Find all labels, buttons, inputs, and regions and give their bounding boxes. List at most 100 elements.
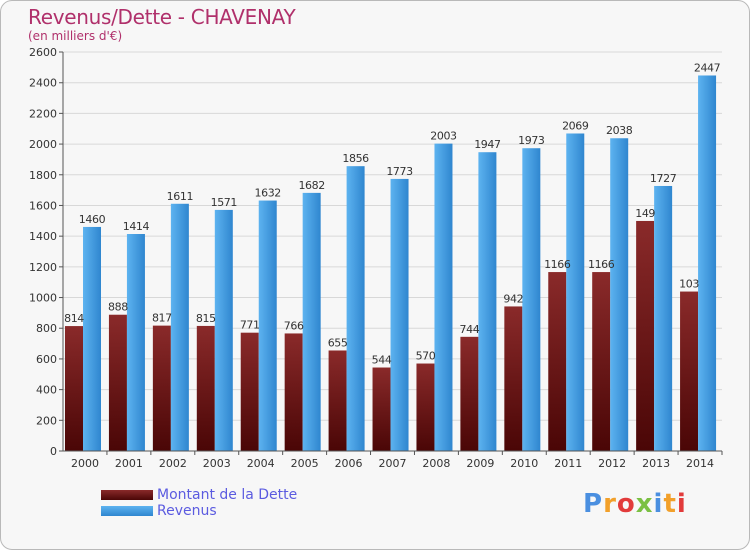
- x-tick-label: 2006: [335, 457, 363, 470]
- data-label-debt: 815: [196, 312, 216, 325]
- bar-revenus: [214, 209, 233, 451]
- data-label-revenus: 2038: [606, 124, 633, 137]
- bar-revenus: [302, 192, 321, 451]
- bar-debt: [328, 350, 347, 451]
- bar-revenus: [258, 200, 277, 451]
- x-tick-label: 2001: [115, 457, 143, 470]
- y-tick-label: 400: [36, 384, 57, 397]
- legend: Montant de la Dette Revenus: [101, 487, 297, 519]
- bar-revenus: [126, 234, 145, 451]
- x-tick-label: 2007: [379, 457, 407, 470]
- data-label-debt: 771: [240, 319, 260, 332]
- x-tick-label: 2009: [466, 457, 494, 470]
- data-label-revenus: 1947: [474, 138, 501, 151]
- bar-debt: [504, 306, 523, 451]
- bar-debt: [108, 314, 127, 451]
- y-tick-label: 600: [36, 353, 57, 366]
- bar-revenus: [390, 178, 409, 451]
- data-label-debt: 544: [372, 354, 392, 367]
- bar-debt: [680, 291, 699, 451]
- legend-swatch-debt: [101, 490, 153, 500]
- y-tick-label: 1200: [29, 261, 57, 274]
- legend-item-revenus: Revenus: [101, 503, 297, 519]
- data-label-revenus: 1727: [650, 172, 677, 185]
- y-tick-label: 2400: [29, 77, 57, 90]
- data-label-debt: 149: [635, 207, 655, 220]
- bar-revenus: [346, 166, 365, 451]
- bar-debt: [65, 326, 83, 451]
- data-label-debt: 744: [460, 323, 480, 336]
- data-label-revenus: 1571: [211, 196, 237, 209]
- data-label-debt: 814: [64, 312, 84, 325]
- data-label-revenus: 2069: [562, 119, 589, 132]
- bar-debt: [152, 325, 171, 451]
- bar-debt: [416, 363, 435, 451]
- x-tick-label: 2008: [422, 457, 450, 470]
- data-label-debt: 942: [503, 292, 523, 305]
- proxiti-logo: Proxiti: [583, 489, 687, 519]
- x-tick-label: 2012: [598, 457, 626, 470]
- x-tick-label: 2003: [203, 457, 231, 470]
- x-tick-label: 2011: [554, 457, 582, 470]
- legend-swatch-revenus: [101, 506, 153, 516]
- bar-debt: [636, 220, 655, 451]
- bar-revenus: [610, 138, 629, 451]
- data-label-debt: 888: [108, 301, 128, 314]
- y-tick-label: 800: [36, 322, 57, 335]
- x-tick-label: 2014: [686, 457, 714, 470]
- bar-revenus: [522, 148, 541, 451]
- x-tick-label: 2002: [159, 457, 187, 470]
- chart-subtitle: (en milliers d'€): [28, 29, 123, 43]
- x-tick-label: 2005: [291, 457, 319, 470]
- bar-revenus: [566, 133, 585, 451]
- bar-revenus: [83, 226, 101, 451]
- data-label-debt: 766: [284, 319, 304, 332]
- y-tick-label: 1600: [29, 199, 57, 212]
- bar-debt: [372, 367, 391, 451]
- legend-label-debt: Montant de la Dette: [157, 487, 298, 503]
- data-label-revenus: 2447: [694, 61, 721, 74]
- bar-debt: [284, 333, 303, 451]
- x-tick-label: 2000: [71, 457, 99, 470]
- y-tick-label: 1800: [29, 169, 57, 182]
- bar-revenus: [698, 75, 717, 451]
- chart-title: Revenus/Dette - CHAVENAY: [28, 5, 296, 29]
- data-label-debt: 1166: [544, 258, 571, 271]
- data-label-revenus: 1973: [518, 134, 545, 147]
- data-label-revenus: 1632: [255, 187, 281, 200]
- data-label-revenus: 1611: [167, 190, 193, 203]
- y-tick-label: 2200: [29, 107, 57, 120]
- data-label-debt: 817: [152, 312, 172, 325]
- bar-debt: [240, 332, 259, 451]
- bar-revenus: [170, 203, 189, 451]
- data-label-revenus: 1460: [79, 213, 106, 226]
- data-label-debt: 103: [679, 278, 699, 291]
- y-tick-label: 0: [50, 445, 57, 458]
- data-label-revenus: 1682: [298, 179, 324, 192]
- data-label-debt: 570: [416, 350, 436, 363]
- x-tick-label: 2013: [642, 457, 670, 470]
- bar-revenus: [654, 185, 673, 451]
- legend-label-revenus: Revenus: [157, 503, 217, 519]
- data-label-debt: 1166: [588, 258, 615, 271]
- x-tick-label: 2004: [247, 457, 275, 470]
- bar-revenus: [434, 143, 453, 452]
- bar-debt: [196, 325, 215, 451]
- y-tick-label: 200: [36, 414, 57, 427]
- bar-debt: [460, 336, 479, 451]
- data-label-revenus: 1773: [386, 165, 413, 178]
- bar-revenus: [478, 152, 497, 451]
- y-tick-label: 2000: [29, 138, 57, 151]
- data-label-revenus: 2003: [430, 130, 457, 143]
- y-tick-label: 1400: [29, 230, 57, 243]
- data-label-debt: 655: [328, 336, 348, 349]
- y-tick-label: 2600: [29, 46, 57, 59]
- bar-debt: [592, 272, 611, 451]
- y-tick-label: 1000: [29, 292, 57, 305]
- bar-debt: [548, 272, 567, 451]
- legend-item-debt: Montant de la Dette: [101, 487, 297, 503]
- data-label-revenus: 1414: [123, 220, 150, 233]
- data-label-revenus: 1856: [342, 152, 369, 165]
